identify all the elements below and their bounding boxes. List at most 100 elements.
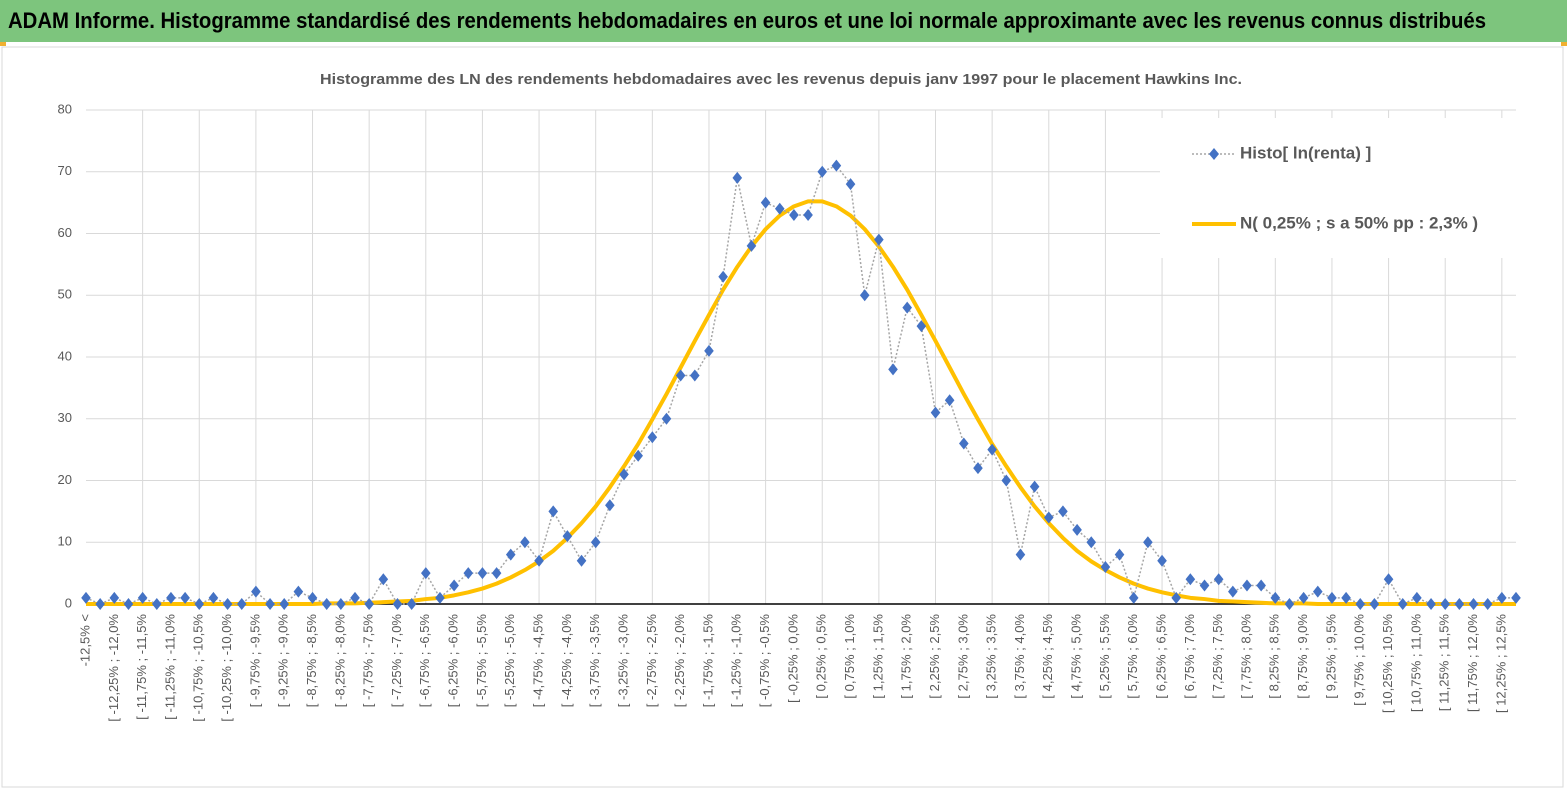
diamond-marker (350, 591, 360, 604)
diamond-marker (307, 591, 318, 604)
x-tick-label: [ 9,25% ; 9,5% (1323, 614, 1338, 699)
diamond-marker (1228, 585, 1238, 598)
chart-title: Histogramme des LN des rendements hebdom… (320, 71, 1242, 88)
x-tick-label: [ 3,75% ; 4,0% (1012, 614, 1027, 699)
diamond-marker (1511, 591, 1521, 604)
x-tick-label: [ 5,25% ; 5,5% (1097, 614, 1112, 699)
corner-mark (0, 42, 6, 46)
diamond-marker (1114, 548, 1125, 561)
diamond-marker (548, 505, 559, 518)
diamond-marker (959, 437, 969, 450)
diamond-marker (1185, 573, 1196, 586)
x-tick-label: [ 2,75% ; 3,0% (955, 614, 970, 699)
x-tick-label: [ 9,75% ; 10,0% (1352, 614, 1367, 706)
diamond-marker (902, 301, 912, 314)
diamond-marker (321, 598, 332, 610)
diamond-marker (1327, 591, 1337, 604)
diamond-marker (463, 567, 474, 580)
y-tick-label: 60 (58, 225, 72, 240)
x-tick-label: [ -4,25% ; -4,0% (559, 614, 574, 708)
x-tick-label: [ -6,25% ; -6,0% (446, 614, 461, 708)
x-tick-label: [ 11,25% ; 11,5% (1437, 614, 1452, 712)
x-tick-label: [ -8,75% ; -8,5% (304, 614, 319, 708)
diamond-marker (1497, 591, 1507, 604)
diamond-marker (336, 598, 346, 610)
diamond-marker (1270, 591, 1281, 604)
diamond-marker (109, 591, 120, 604)
x-tick-label: [ 4,25% ; 4,5% (1040, 614, 1055, 699)
diamond-marker (378, 573, 389, 586)
diamond-marker (1383, 573, 1394, 586)
diamond-marker (364, 598, 374, 610)
x-tick-label: [ -10,75% ; -10,5% (191, 614, 206, 722)
diamond-marker (137, 591, 148, 604)
diamond-marker (859, 289, 870, 302)
diamond-marker (1412, 591, 1422, 604)
x-tick-label: [ -11,25% ; -11,0% (162, 614, 177, 720)
diamond-marker (789, 208, 799, 221)
diamond-marker (1043, 511, 1054, 524)
y-tick-label: 10 (58, 534, 72, 549)
x-tick-label: [ -7,25% ; -7,0% (389, 614, 404, 708)
x-tick-label: -12,5% < (77, 614, 92, 666)
diamond-marker (1341, 591, 1351, 604)
diamond-marker (1312, 585, 1323, 598)
x-tick-label: [ 0,25% ; 0,5% (814, 614, 829, 699)
diamond-marker (718, 270, 728, 283)
x-tick-label: [ -7,75% ; -7,5% (361, 614, 376, 708)
diamond-marker (562, 530, 573, 543)
diamond-marker (520, 536, 530, 549)
diamond-marker (987, 443, 997, 456)
diamond-marker (647, 431, 658, 444)
legend-label: N( 0,25% ; s a 50% pp : 2,3% ) (1240, 213, 1478, 232)
legend-box (1160, 118, 1516, 258)
diamond-marker (95, 598, 105, 610)
x-tick-label: [ -5,25% ; -5,0% (502, 614, 517, 708)
diamond-marker (421, 567, 431, 580)
x-tick-label: [ 3,25% ; 3,5% (984, 614, 999, 699)
diamond-marker (605, 499, 615, 512)
diamond-marker (166, 591, 176, 604)
x-tick-label: [ 8,25% ; 8,5% (1267, 614, 1282, 699)
x-tick-label: [ 0,75% ; 1,0% (842, 614, 857, 699)
diamond-marker (760, 196, 771, 209)
y-tick-label: 30 (58, 410, 72, 425)
diamond-marker (1213, 573, 1224, 586)
diamond-marker (845, 178, 856, 191)
diamond-marker (505, 548, 516, 561)
diamond-marker (1029, 480, 1040, 493)
x-tick-label: [ 11,75% ; 12,0% (1465, 614, 1480, 712)
diamond-marker (1256, 579, 1266, 592)
y-tick-label: 50 (58, 287, 72, 302)
diamond-marker (1298, 591, 1309, 604)
x-tick-label: [ 6,25% ; 6,5% (1153, 614, 1168, 699)
x-tick-label: [ 7,25% ; 7,5% (1210, 614, 1225, 699)
x-tick-label: [ -3,75% ; -3,5% (587, 614, 602, 708)
x-tick-label: [ 12,25% ; 12,5% (1493, 614, 1508, 713)
diamond-marker (81, 591, 91, 604)
x-tick-label: [ 10,25% ; 10,5% (1380, 614, 1395, 713)
diamond-marker (1001, 474, 1012, 487)
diamond-marker (392, 598, 403, 610)
diamond-marker (619, 468, 629, 481)
x-tick-label: [ -1,25% ; -1,0% (729, 614, 744, 708)
corner-mark (1561, 42, 1567, 46)
diamond-marker (477, 567, 488, 580)
legend-marker (1209, 148, 1219, 160)
x-tick-label: [ 1,75% ; 2,0% (899, 614, 914, 699)
diamond-marker (661, 412, 672, 425)
diamond-marker (1242, 579, 1252, 592)
x-tick-label: [ -2,25% ; -2,0% (672, 614, 687, 708)
diamond-marker (265, 598, 275, 610)
x-tick-label: [ 4,75% ; 5,0% (1069, 614, 1084, 699)
x-tick-label: [ -5,75% ; -5,5% (474, 614, 489, 708)
y-tick-label: 40 (58, 348, 72, 363)
x-tick-label: [ 6,75% ; 7,0% (1182, 614, 1197, 699)
diamond-marker (690, 369, 700, 382)
x-tick-label: [ -0,25% ; 0,0% (785, 614, 800, 703)
diamond-marker (1440, 598, 1451, 610)
diamond-marker (1426, 598, 1436, 610)
diamond-marker (251, 585, 261, 598)
diamond-marker (774, 202, 785, 215)
